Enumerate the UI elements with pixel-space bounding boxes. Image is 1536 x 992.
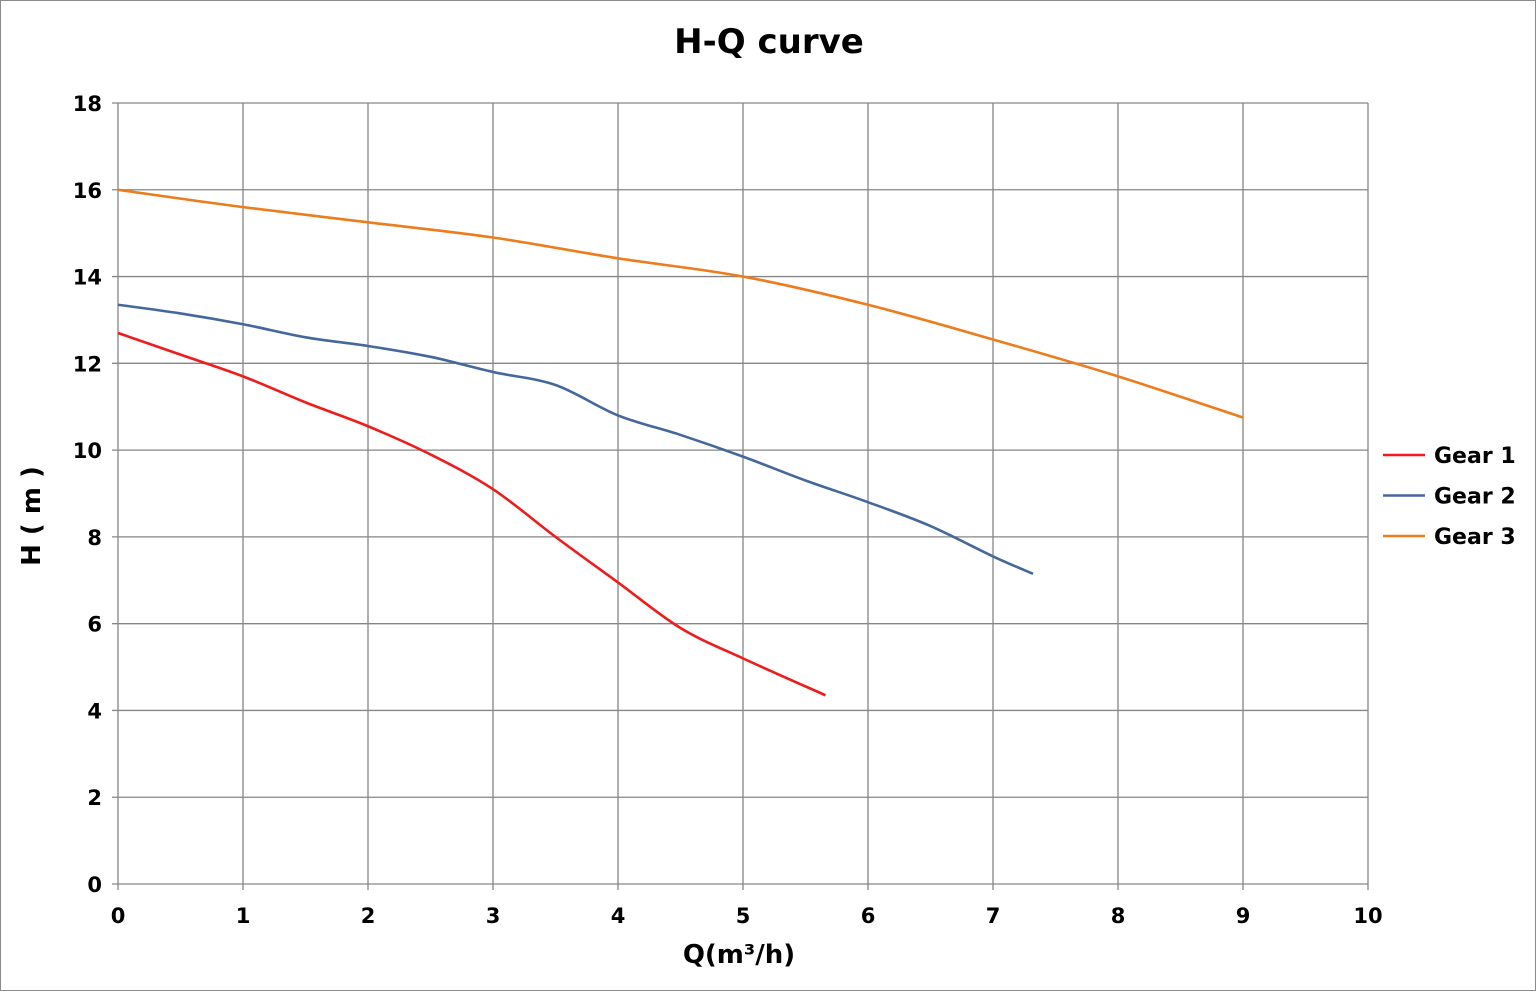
series-line-gear-2 bbox=[117, 303, 1034, 575]
y-tick-label: 8 bbox=[87, 526, 102, 550]
x-tick-label: 4 bbox=[611, 904, 626, 928]
legend-label: Gear 2 bbox=[1434, 485, 1516, 510]
y-tick-label: 16 bbox=[73, 179, 102, 203]
x-tick-label: 10 bbox=[1353, 904, 1382, 928]
legend-label: Gear 3 bbox=[1434, 525, 1516, 550]
x-tick-labels: 0 1 2 3 4 5 6 7 8 9 10 bbox=[111, 904, 1383, 928]
legend-label: Gear 1 bbox=[1434, 444, 1516, 469]
x-tick-label: 9 bbox=[1236, 904, 1251, 928]
series-line-gear-3 bbox=[117, 188, 1244, 419]
x-axis-label: Q(m³/h) bbox=[683, 940, 795, 970]
y-tick-label: 18 bbox=[73, 92, 102, 116]
x-tick-label: 2 bbox=[361, 904, 376, 928]
y-tick-label: 12 bbox=[73, 352, 102, 376]
legend: Gear 1 Gear 2 Gear 3 bbox=[1383, 444, 1516, 550]
y-tick-labels: 0 2 4 6 8 10 12 14 16 18 bbox=[73, 92, 102, 897]
x-tick-label: 0 bbox=[111, 904, 126, 928]
grid bbox=[112, 102, 1369, 890]
x-tick-label: 3 bbox=[486, 904, 501, 928]
y-tick-label: 6 bbox=[87, 613, 102, 637]
y-tick-label: 14 bbox=[73, 266, 102, 290]
y-tick-label: 4 bbox=[87, 699, 102, 723]
x-tick-label: 1 bbox=[236, 904, 251, 928]
y-tick-label: 2 bbox=[87, 786, 102, 810]
x-tick-label: 7 bbox=[986, 904, 1001, 928]
y-tick-label: 0 bbox=[87, 873, 102, 897]
x-tick-label: 5 bbox=[736, 904, 751, 928]
chart-title: H-Q curve bbox=[674, 22, 864, 62]
y-tick-label: 10 bbox=[73, 439, 102, 463]
y-axis-label: H ( m ) bbox=[17, 466, 47, 566]
series-line-gear-1 bbox=[117, 331, 827, 697]
series-lines bbox=[117, 188, 1244, 697]
x-tick-label: 6 bbox=[861, 904, 876, 928]
x-tick-label: 8 bbox=[1111, 904, 1126, 928]
